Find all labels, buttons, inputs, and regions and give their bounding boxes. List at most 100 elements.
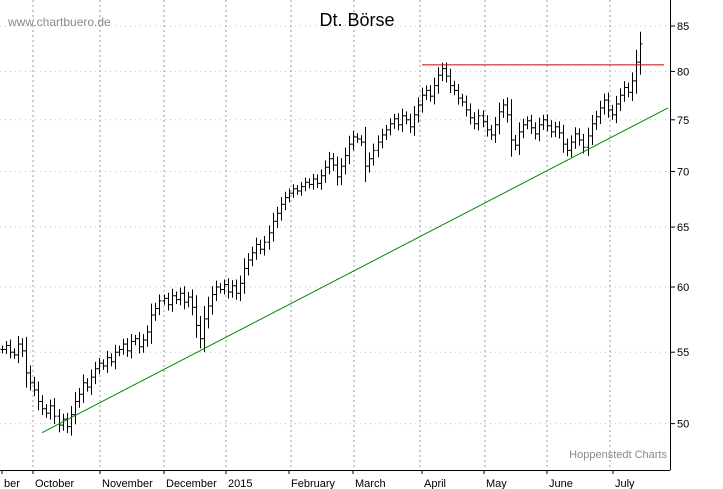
- price-bar-4: [16, 335, 21, 364]
- price-bar-64: [258, 239, 263, 255]
- price-bar-80: [323, 160, 328, 183]
- price-bar-29: [117, 345, 122, 357]
- price-bar-59: [238, 275, 243, 302]
- price-bar-125: [505, 97, 510, 123]
- price-bar-60: [242, 258, 247, 294]
- price-bar-82: [331, 153, 336, 171]
- price-bar-20: [81, 374, 86, 403]
- price-bar-12: [48, 399, 53, 420]
- price-bar-41: [166, 292, 171, 311]
- price-bar-98: [396, 113, 401, 131]
- price-bar-78: [315, 174, 320, 189]
- price-bar-33: [133, 334, 138, 346]
- price-bar-137: [553, 121, 558, 137]
- price-bar-31: [125, 338, 130, 357]
- price-bar-3: [12, 348, 17, 359]
- plot-frame: [0, 0, 671, 471]
- price-bar-140: [565, 138, 570, 157]
- site-label: www.chartbuero.de: [7, 15, 111, 29]
- price-bar-91: [367, 152, 372, 173]
- y-tick-label-60: 60: [677, 282, 689, 294]
- price-bar-36: [145, 325, 150, 347]
- overlay-lines: [41, 64, 669, 434]
- y-tick-label-55: 55: [677, 347, 689, 359]
- price-bar-141: [569, 135, 574, 158]
- x-tick-label-9: June: [549, 478, 573, 489]
- price-bar-96: [388, 118, 393, 136]
- price-bar-101: [408, 113, 413, 133]
- price-bar-51: [206, 296, 211, 329]
- price-bar-15: [61, 413, 66, 431]
- price-bar-39: [157, 294, 162, 316]
- x-tick-label-3: December: [166, 478, 217, 489]
- price-bar-14: [57, 409, 62, 433]
- price-bar-94: [380, 128, 385, 149]
- price-bar-18: [73, 392, 78, 425]
- credit-label: Hoppenstedt Charts: [569, 449, 667, 461]
- price-bar-67: [271, 212, 276, 242]
- price-bar-118: [476, 109, 481, 131]
- price-bar-84: [339, 158, 344, 186]
- price-bar-17: [69, 405, 74, 436]
- price-bar-124: [501, 98, 506, 118]
- price-bar-142: [573, 127, 578, 149]
- price-bar-106: [428, 85, 433, 102]
- price-bar-130: [525, 116, 530, 130]
- price-bar-107: [432, 77, 437, 105]
- price-bar-9: [36, 381, 41, 411]
- price-bar-38: [153, 302, 158, 321]
- horizontal-grid: [0, 25, 670, 425]
- price-bar-121: [489, 124, 494, 140]
- price-bar-95: [384, 124, 389, 141]
- price-bar-103: [416, 97, 421, 123]
- price-bar-32: [129, 334, 134, 359]
- x-tick-label-4: 2015: [228, 478, 252, 489]
- price-bar-8: [32, 376, 37, 397]
- price-bar-119: [481, 110, 486, 128]
- price-bar-131: [529, 114, 534, 134]
- y-axis-ticks: 50 55 60 65 70 75 80 85: [670, 21, 689, 431]
- price-bar-99: [400, 108, 405, 133]
- price-bar-120: [485, 115, 490, 137]
- price-bar-58: [234, 279, 239, 300]
- price-bar-123: [497, 102, 502, 135]
- price-bar-0: [0, 345, 5, 354]
- price-bar-22: [89, 369, 94, 395]
- price-bar-86: [347, 135, 352, 165]
- price-bar-151: [610, 104, 615, 120]
- price-bar-27: [109, 353, 114, 367]
- price-bar-145: [586, 127, 591, 156]
- price-bar-75: [303, 177, 308, 192]
- y-tick-label-70: 70: [677, 166, 689, 178]
- price-bar-154: [622, 81, 627, 102]
- price-bar-50: [202, 306, 207, 353]
- price-bar-37: [149, 303, 154, 344]
- price-bar-35: [141, 334, 146, 353]
- price-bar-97: [392, 113, 397, 129]
- price-bar-148: [598, 100, 603, 125]
- price-bar-105: [424, 85, 429, 101]
- price-bar-45: [182, 286, 187, 310]
- price-bar-2: [8, 339, 13, 359]
- price-bar-77: [311, 173, 316, 190]
- price-bar-126: [509, 99, 514, 157]
- price-bar-49: [198, 316, 203, 349]
- price-bar-24: [97, 357, 102, 375]
- price-bar-109: [440, 62, 445, 82]
- price-bar-104: [420, 87, 425, 113]
- price-bar-61: [246, 253, 251, 276]
- price-bar-149: [602, 93, 607, 115]
- price-bar-54: [218, 283, 223, 294]
- price-bar-19: [77, 388, 82, 408]
- price-bar-53: [214, 280, 219, 301]
- price-bar-93: [376, 135, 381, 158]
- price-bar-21: [85, 378, 90, 392]
- price-bar-89: [359, 135, 364, 147]
- price-bar-155: [626, 82, 631, 98]
- x-tick-label-10: July: [615, 478, 635, 489]
- x-tick-label-5: February: [291, 478, 336, 489]
- price-bar-85: [343, 147, 348, 175]
